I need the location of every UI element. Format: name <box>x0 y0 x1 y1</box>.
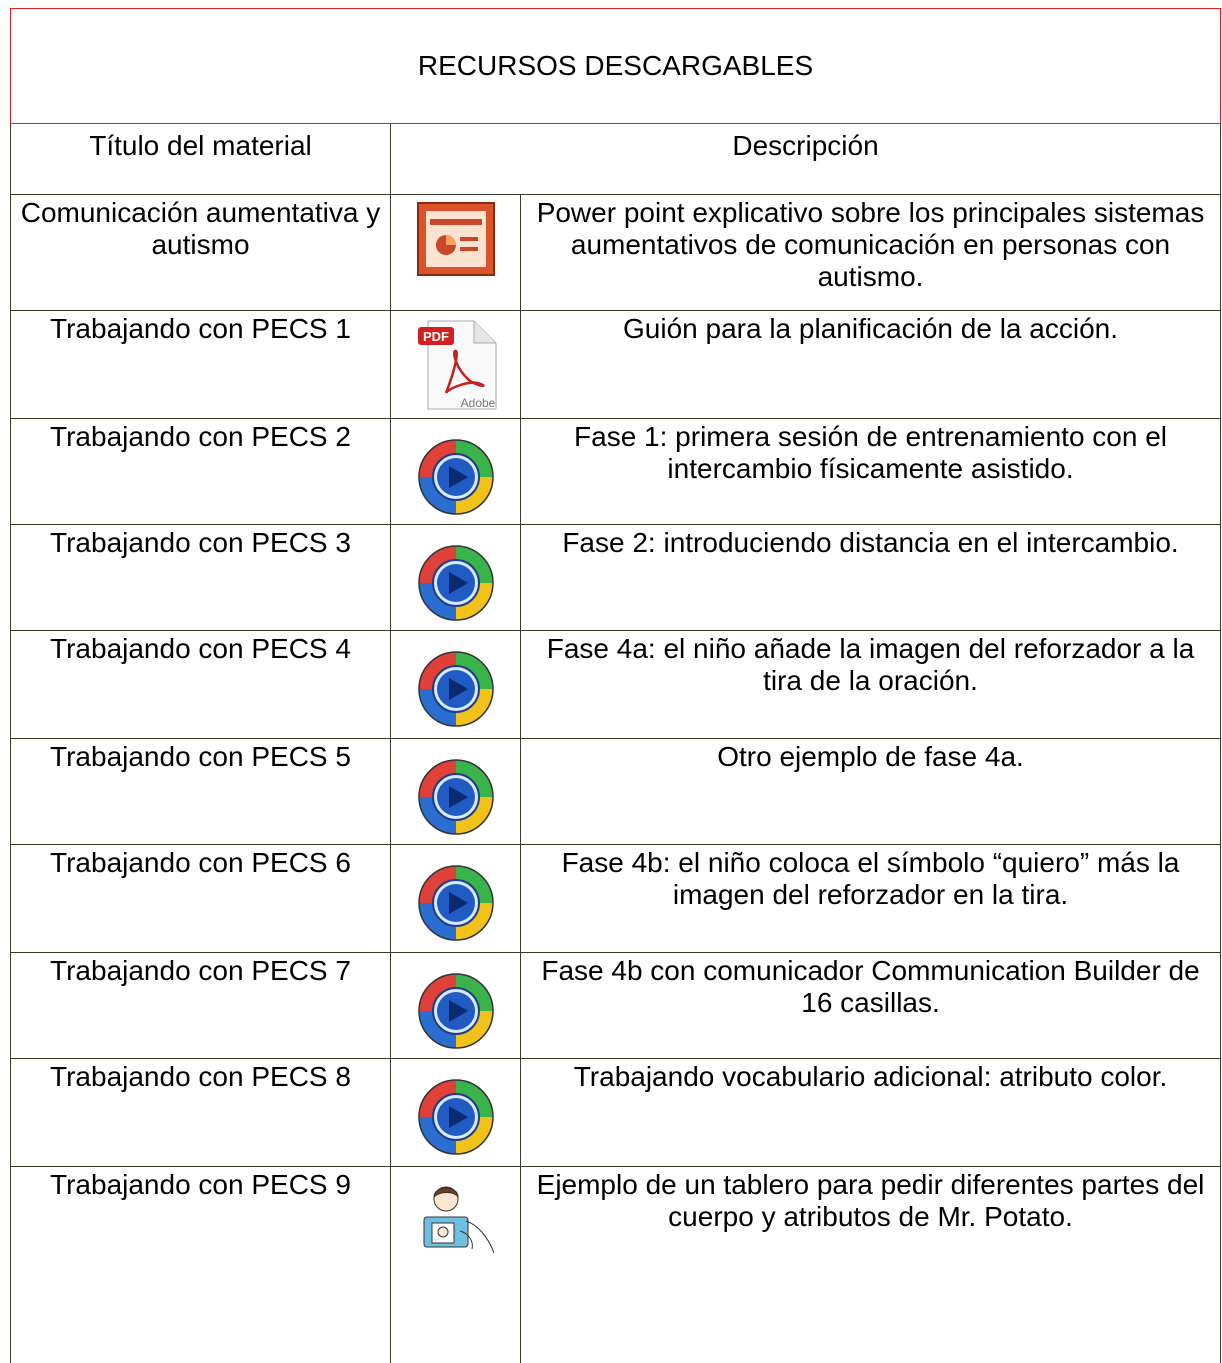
material-title: Trabajando con PECS 3 <box>11 525 391 631</box>
camera-pictogram <box>416 1181 496 1261</box>
material-title: Trabajando con PECS 6 <box>11 845 391 953</box>
video-icon <box>416 863 496 943</box>
video-icon <box>416 543 496 623</box>
material-title: Trabajando con PECS 2 <box>11 419 391 525</box>
material-description: Trabajando vocabulario adicional: atribu… <box>521 1059 1221 1167</box>
material-description: Guión para la planificación de la acción… <box>521 311 1221 419</box>
column-header: Título del material <box>11 124 391 195</box>
material-description: Power point explicativo sobre los princi… <box>521 195 1221 311</box>
material-title: Trabajando con PECS 7 <box>11 953 391 1059</box>
resources-table: RECURSOS DESCARGABLES Título del materia… <box>10 8 1221 1363</box>
material-description: Otro ejemplo de fase 4a. <box>521 739 1221 845</box>
material-title: Trabajando con PECS 8 <box>11 1059 391 1167</box>
material-description: Fase 4b con comunicador Communication Bu… <box>521 953 1221 1059</box>
powerpoint-icon <box>416 201 496 277</box>
material-description: Ejemplo de un tablero para pedir diferen… <box>521 1167 1221 1363</box>
video-icon <box>416 757 496 837</box>
material-description: Fase 2: introduciendo distancia en el in… <box>521 525 1221 631</box>
material-title: Trabajando con PECS 1 <box>11 311 391 419</box>
svg-text:Adobe: Adobe <box>460 396 495 410</box>
material-description: Fase 1: primera sesión de entrenamiento … <box>521 419 1221 525</box>
material-title: Trabajando con PECS 4 <box>11 631 391 739</box>
material-description: Fase 4a: el niño añade la imagen del ref… <box>521 631 1221 739</box>
column-header: Descripción <box>391 124 1221 195</box>
material-title: Trabajando con PECS 5 <box>11 739 391 845</box>
material-description: Fase 4b: el niño coloca el símbolo “quie… <box>521 845 1221 953</box>
video-icon <box>416 1077 496 1157</box>
table-title: RECURSOS DESCARGABLES <box>11 9 1221 124</box>
svg-text:PDF: PDF <box>423 329 449 344</box>
material-title: Comunicación aumentativa y autismo <box>11 195 391 311</box>
video-icon <box>416 971 496 1051</box>
video-icon <box>416 437 496 517</box>
pdf-icon: PDF Adobe <box>408 317 504 413</box>
material-title: Trabajando con PECS 9 <box>11 1167 391 1363</box>
video-icon <box>416 649 496 729</box>
